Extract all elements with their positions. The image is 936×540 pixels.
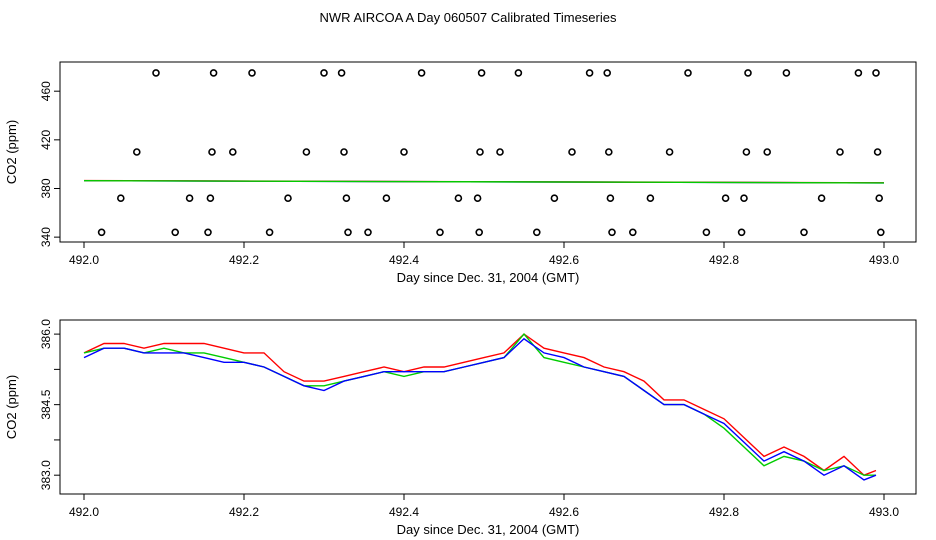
top-data-points <box>83 69 885 237</box>
data-point <box>817 194 826 202</box>
data-point <box>585 69 594 77</box>
series-line-0 <box>83 333 877 477</box>
x-tick-label: 492.0 <box>69 253 99 267</box>
x-tick-label: 492.6 <box>549 253 579 267</box>
data-point <box>152 69 160 77</box>
data-point <box>185 194 194 202</box>
top-x-axis-label: Day since Dec. 31, 2004 (GMT) <box>397 270 580 285</box>
data-point <box>248 69 256 77</box>
data-point <box>800 228 808 237</box>
data-point <box>206 194 215 202</box>
data-point <box>229 148 237 156</box>
y-tick-label: 340 <box>39 227 53 247</box>
x-tick-label: 492.4 <box>389 505 419 519</box>
data-point <box>320 69 328 77</box>
data-point <box>744 69 752 77</box>
data-point <box>97 228 106 237</box>
data-point <box>740 194 748 202</box>
x-tick-label: 492.8 <box>709 505 739 519</box>
data-point <box>665 148 674 156</box>
data-point <box>737 228 746 237</box>
data-point <box>873 148 882 156</box>
data-point <box>608 228 616 237</box>
data-point <box>133 148 141 156</box>
data-point <box>854 69 863 77</box>
data-point <box>836 148 844 156</box>
data-point <box>604 148 613 156</box>
y-tick-label: 460 <box>39 81 53 101</box>
y-tick-label: 384.5 <box>39 389 53 419</box>
bottom-x-axis: 492.0 492.2 492.4 492.6 492.8 493.0 <box>69 494 899 519</box>
data-point <box>436 228 444 237</box>
x-tick-label: 492.0 <box>69 505 99 519</box>
data-point <box>344 228 352 237</box>
bottom-data-lines <box>83 333 877 481</box>
data-point <box>204 228 212 237</box>
data-point <box>171 228 179 237</box>
data-point <box>417 69 426 77</box>
data-point <box>302 148 311 156</box>
data-point <box>382 194 391 202</box>
x-tick-label: 492.4 <box>389 253 419 267</box>
data-point <box>265 228 274 237</box>
data-point <box>702 228 711 237</box>
data-point <box>628 228 637 237</box>
y-tick-label: 380 <box>39 178 53 198</box>
data-point <box>646 194 655 202</box>
x-tick-label: 492.2 <box>229 253 259 267</box>
series-line-2 <box>83 179 885 184</box>
top-y-axis-label: CO2 (ppm) <box>4 120 19 184</box>
bottom-x-axis-label: Day since Dec. 31, 2004 (GMT) <box>397 522 580 537</box>
data-point <box>603 69 612 77</box>
data-point <box>340 148 348 156</box>
data-point <box>496 148 504 156</box>
top-y-axis: 340 380 420 460 <box>39 81 60 247</box>
data-point <box>117 194 125 202</box>
bottom-plot-frame <box>59 319 917 495</box>
x-tick-label: 493.0 <box>869 253 899 267</box>
y-tick-label: 383.0 <box>39 460 53 490</box>
bottom-y-axis-label: CO2 (ppm) <box>4 375 19 439</box>
data-point <box>721 194 730 202</box>
data-point <box>532 228 541 237</box>
page-title: NWR AIRCOA A Day 060507 Calibrated Times… <box>320 10 617 25</box>
series-line-2 <box>83 337 877 481</box>
data-point <box>473 194 482 202</box>
data-point <box>763 148 772 156</box>
x-tick-label: 492.2 <box>229 505 259 519</box>
top-x-axis: 492.0 492.2 492.4 492.6 492.8 493.0 <box>69 242 899 267</box>
top-plot-frame <box>59 61 917 243</box>
data-point <box>342 194 351 202</box>
data-point <box>477 69 486 77</box>
data-point <box>876 228 885 237</box>
data-point <box>872 69 880 77</box>
data-point <box>454 194 463 202</box>
data-point <box>875 194 884 202</box>
bottom-y-axis: 383.0 384.5 386.0 <box>39 319 60 490</box>
y-tick-label: 386.0 <box>39 319 53 349</box>
y-tick-label: 420 <box>39 130 53 150</box>
data-point <box>475 228 484 237</box>
data-point <box>364 228 372 237</box>
data-point <box>782 69 791 77</box>
x-tick-label: 493.0 <box>869 505 899 519</box>
data-point <box>742 148 751 156</box>
data-point <box>606 194 615 202</box>
data-point <box>209 69 218 77</box>
data-point <box>208 148 216 156</box>
data-point <box>514 69 523 77</box>
data-point <box>684 69 692 77</box>
data-point <box>476 148 484 156</box>
data-point <box>337 69 346 77</box>
data-point <box>400 148 408 156</box>
data-point <box>568 148 576 156</box>
data-point <box>550 194 559 202</box>
data-point <box>284 194 292 202</box>
x-tick-label: 492.6 <box>549 505 579 519</box>
x-tick-label: 492.8 <box>709 253 739 267</box>
